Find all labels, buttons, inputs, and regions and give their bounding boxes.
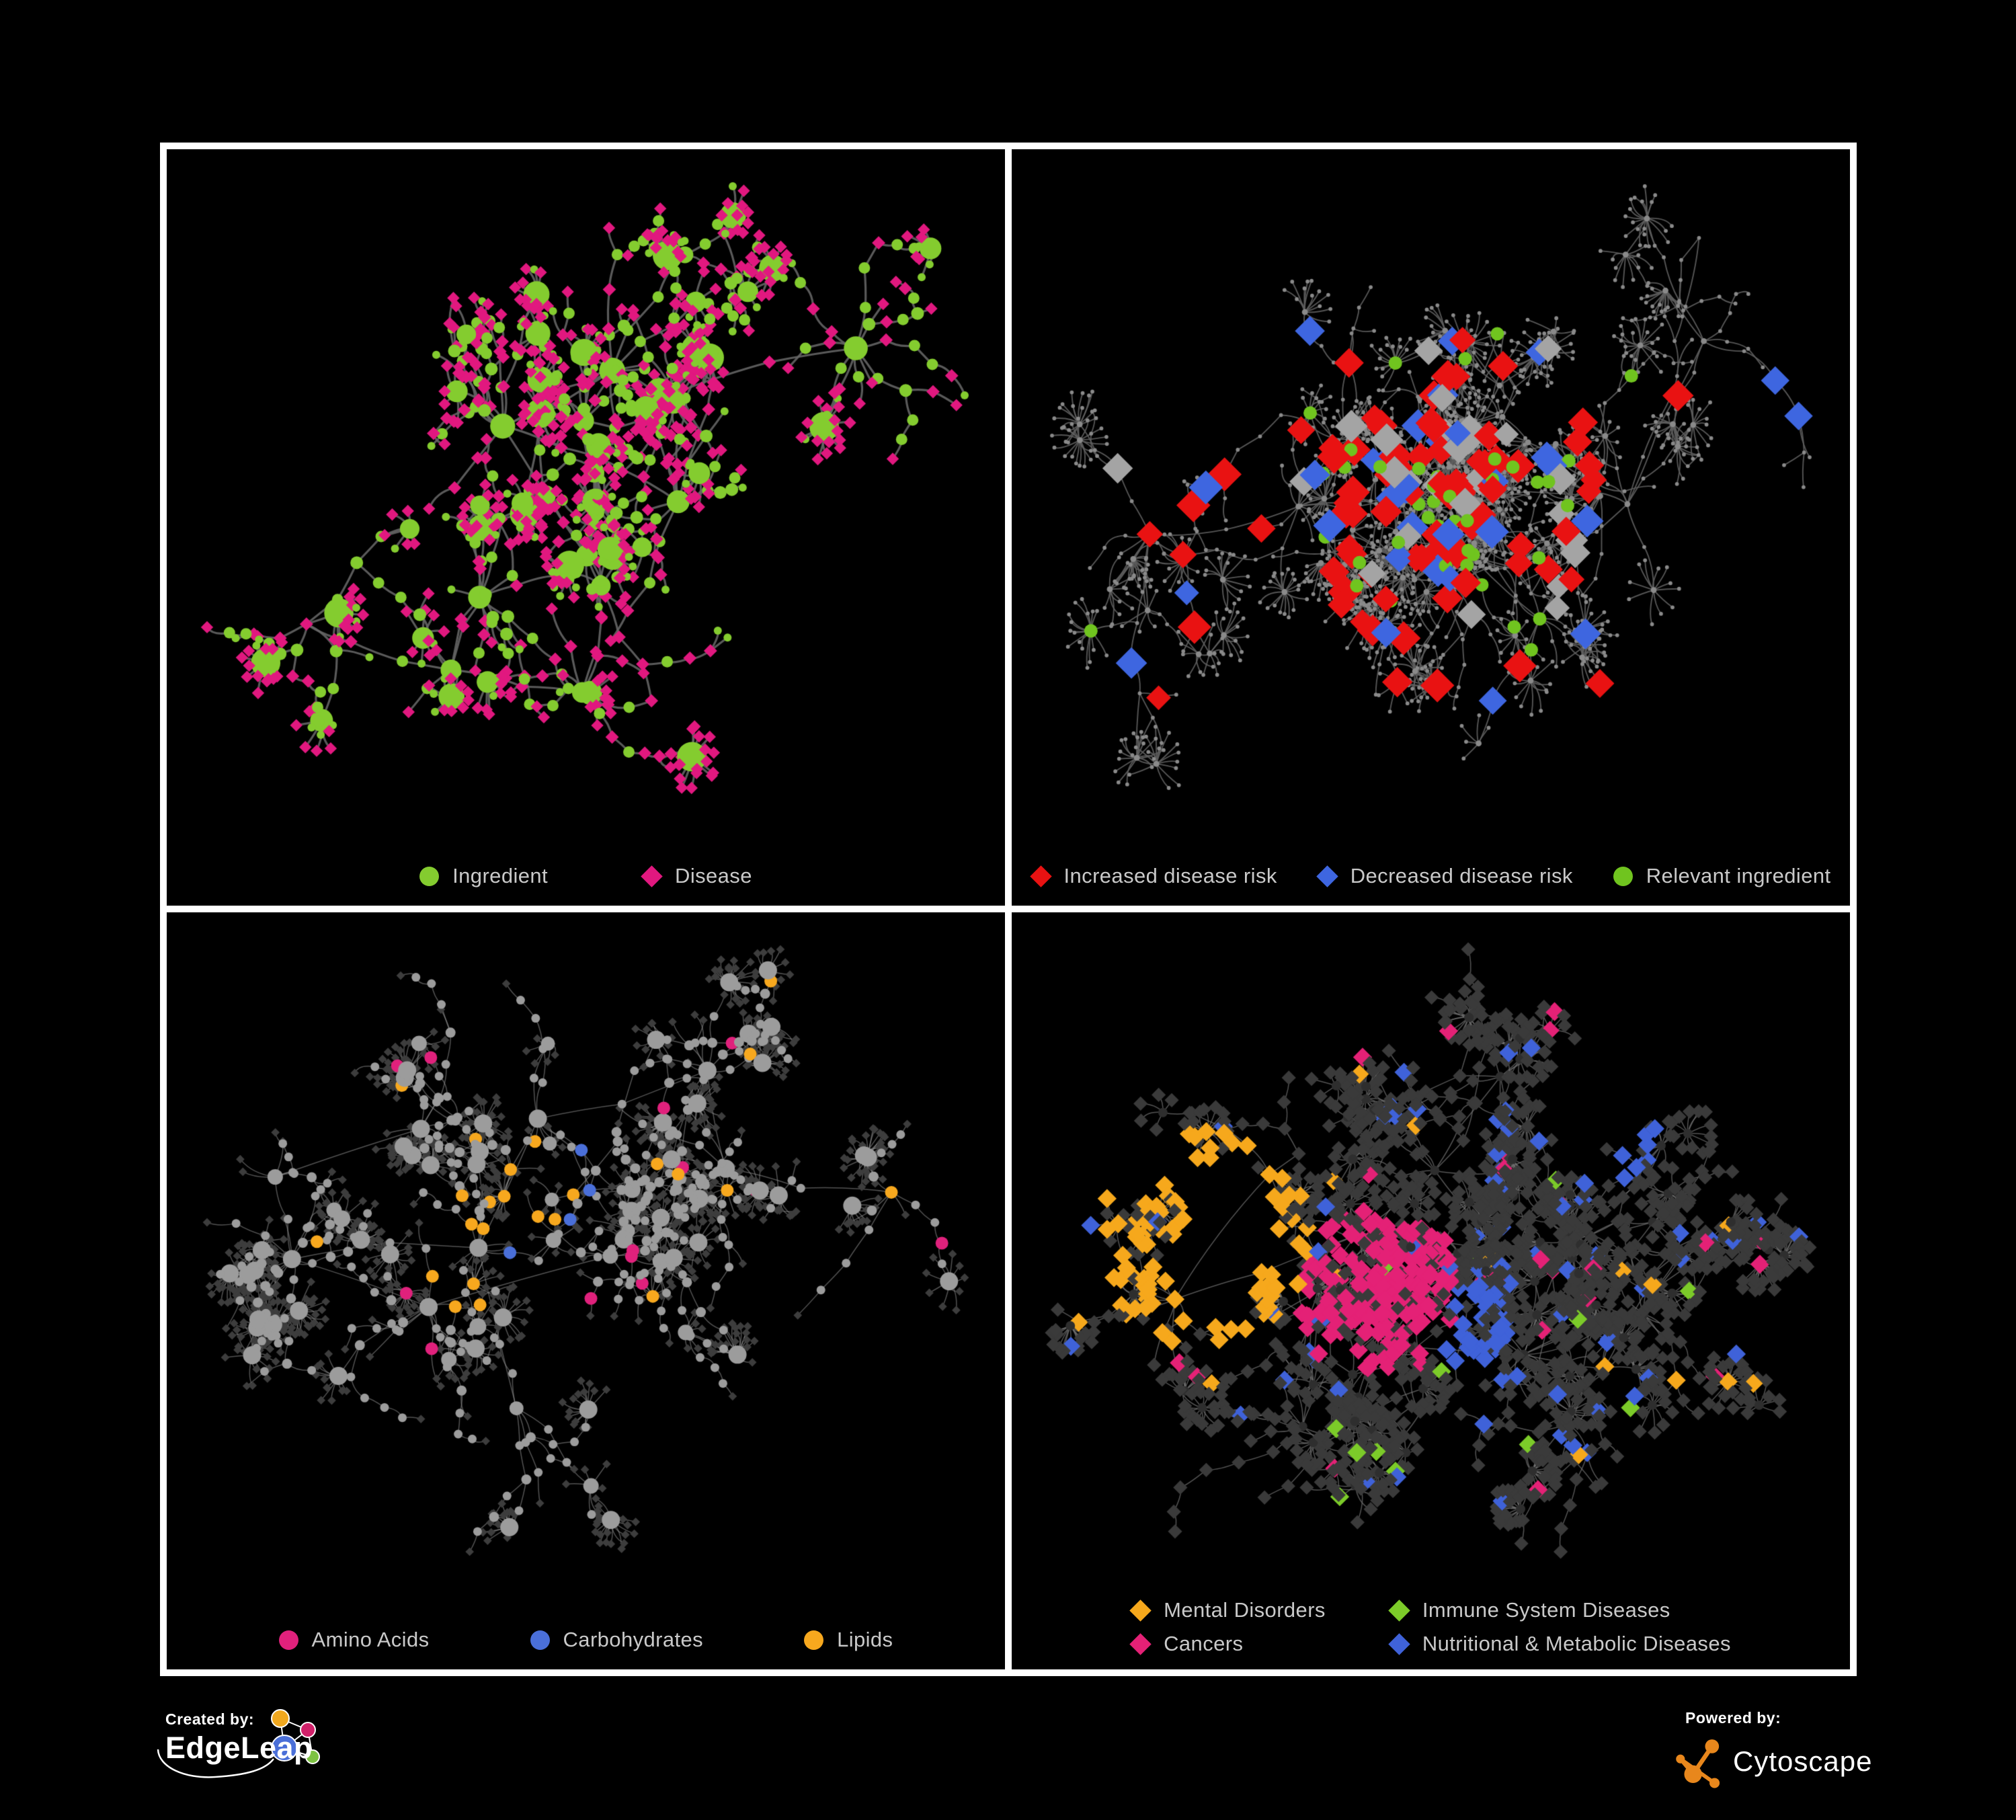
disease-label: Disease	[675, 864, 752, 887]
legend-item-carbohydrates: Carbohydrates	[530, 1628, 704, 1652]
legend-item-relevant-ingredient: Relevant ingredient	[1613, 864, 1831, 888]
lipids-marker-icon	[804, 1630, 824, 1650]
nutrient-class-legend: Amino Acids Carbohydrates Lipids	[167, 1628, 1005, 1652]
panel-ingredient-disease: Ingredient Disease	[167, 149, 1005, 906]
amino-acids-marker-icon	[278, 1630, 298, 1650]
legend-item-cancers: Cancers	[1129, 1632, 1326, 1656]
nutritional-metabolic-diseases-marker-icon	[1388, 1632, 1410, 1655]
ingredient-label: Ingredient	[452, 864, 549, 887]
legend-item-ingredient: Ingredient	[419, 864, 548, 888]
relevant-ingredient-label: Relevant ingredient	[1646, 864, 1831, 887]
decreased-risk-marker-icon	[1316, 865, 1338, 887]
ingredient-disease-legend: Ingredient Disease	[167, 864, 1005, 888]
lipids-label: Lipids	[837, 1628, 893, 1651]
disease-risk-network-canvas	[1012, 149, 1850, 906]
relevant-ingredient-marker-icon	[1613, 866, 1633, 886]
panel-disease-risk: Increased disease risk Decreased disease…	[1012, 149, 1850, 906]
created-by-label: Created by:	[165, 1710, 255, 1728]
ingredient-disease-network-canvas	[167, 149, 1005, 906]
decreased-risk-label: Decreased disease risk	[1350, 864, 1573, 887]
powered-by-label: Powered by:	[1685, 1709, 1781, 1727]
disease-class-legend: Mental Disorders Immune System Diseases …	[1012, 1598, 1850, 1656]
amino-acids-label: Amino Acids	[311, 1628, 430, 1651]
edgeleap-logo: Created by: EdgeLeap	[157, 1709, 421, 1811]
cytoscape-logo: Powered by: Cytoscape	[1672, 1709, 1872, 1793]
carbohydrates-label: Carbohydrates	[563, 1628, 704, 1651]
nutrient-class-network-canvas	[167, 912, 1005, 1669]
disease-class-network-canvas	[1012, 912, 1850, 1669]
nutritional-metabolic-diseases-label: Nutritional & Metabolic Diseases	[1422, 1632, 1731, 1655]
edgeleap-network-icon	[157, 1709, 320, 1778]
increased-risk-marker-icon	[1029, 865, 1052, 887]
cancers-label: Cancers	[1164, 1632, 1244, 1655]
legend-item-lipids: Lipids	[804, 1628, 893, 1652]
panel-nutrient-classes: Amino Acids Carbohydrates Lipids	[167, 912, 1005, 1669]
immune-system-diseases-marker-icon	[1388, 1599, 1410, 1622]
carbohydrates-marker-icon	[530, 1630, 550, 1650]
cancers-marker-icon	[1129, 1632, 1152, 1655]
mental-disorders-label: Mental Disorders	[1164, 1598, 1326, 1622]
immune-system-diseases-label: Immune System Diseases	[1422, 1598, 1670, 1622]
legend-item-amino-acids: Amino Acids	[278, 1628, 430, 1652]
cytoscape-icon	[1676, 1739, 1720, 1788]
legend-item-decreased-risk: Decreased disease risk	[1316, 864, 1573, 888]
legend-item-increased-risk: Increased disease risk	[1029, 864, 1277, 888]
panel-disease-classes: Mental Disorders Immune System Diseases …	[1012, 912, 1850, 1669]
legend-item-immune-system-diseases: Immune System Diseases	[1388, 1598, 1731, 1622]
legend-item-disease: Disease	[641, 864, 752, 888]
increased-risk-label: Increased disease risk	[1063, 864, 1277, 887]
disease-marker-icon	[641, 865, 663, 887]
mental-disorders-marker-icon	[1129, 1599, 1152, 1622]
ingredient-marker-icon	[419, 866, 440, 886]
legend-item-mental-disorders: Mental Disorders	[1129, 1598, 1326, 1622]
cytoscape-wordmark: Cytoscape	[1733, 1745, 1873, 1777]
figure-grid: Ingredient Disease Increased disease ris…	[160, 143, 1857, 1676]
legend-item-nutritional-metabolic-diseases: Nutritional & Metabolic Diseases	[1388, 1632, 1731, 1656]
disease-risk-legend: Increased disease risk Decreased disease…	[1012, 864, 1850, 888]
edgeleap-wordmark: EdgeLeap	[165, 1731, 313, 1765]
